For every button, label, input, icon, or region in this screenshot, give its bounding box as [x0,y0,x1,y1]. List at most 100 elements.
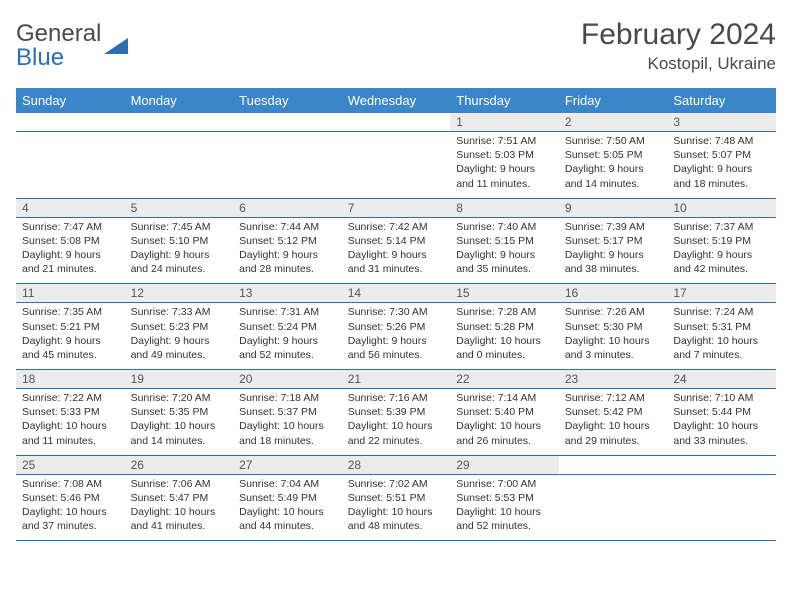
day-cell-info: Sunrise: 7:06 AMSunset: 5:47 PMDaylight:… [125,474,234,541]
day-cell-number: 9 [559,198,668,217]
day-cell-info: Sunrise: 7:22 AMSunset: 5:33 PMDaylight:… [16,389,125,456]
week-daynum-row: 2526272829.. [16,455,776,474]
day-cell-number: 27 [233,455,342,474]
day-cell-info: Sunrise: 7:30 AMSunset: 5:26 PMDaylight:… [342,303,451,370]
day-number: 13 [233,284,342,302]
day-info: Sunrise: 7:06 AMSunset: 5:47 PMDaylight:… [125,475,234,541]
day-cell-info: Sunrise: 7:45 AMSunset: 5:10 PMDaylight:… [125,217,234,284]
week-info-row: Sunrise: 7:22 AMSunset: 5:33 PMDaylight:… [16,389,776,456]
day-cell-info: Sunrise: 7:33 AMSunset: 5:23 PMDaylight:… [125,303,234,370]
day-info: Sunrise: 7:08 AMSunset: 5:46 PMDaylight:… [16,475,125,541]
day-info: Sunrise: 7:16 AMSunset: 5:39 PMDaylight:… [342,389,451,455]
calendar-table: SundayMondayTuesdayWednesdayThursdayFrid… [16,88,776,541]
day-info: Sunrise: 7:47 AMSunset: 5:08 PMDaylight:… [16,218,125,284]
day-number: 26 [125,456,234,474]
day-cell-info: Sunrise: 7:37 AMSunset: 5:19 PMDaylight:… [667,217,776,284]
day-cell-number: 17 [667,284,776,303]
dow-header: Wednesday [342,88,451,113]
day-cell-number: 11 [16,284,125,303]
day-cell-info: . [233,132,342,199]
day-number: 8 [450,199,559,217]
day-info: Sunrise: 7:02 AMSunset: 5:51 PMDaylight:… [342,475,451,541]
week-daynum-row: ....123 [16,113,776,132]
day-cell-info: Sunrise: 7:47 AMSunset: 5:08 PMDaylight:… [16,217,125,284]
day-info: Sunrise: 7:42 AMSunset: 5:14 PMDaylight:… [342,218,451,284]
day-info: Sunrise: 7:33 AMSunset: 5:23 PMDaylight:… [125,303,234,369]
day-cell-info: . [125,132,234,199]
dow-header: Monday [125,88,234,113]
day-info: Sunrise: 7:12 AMSunset: 5:42 PMDaylight:… [559,389,668,455]
day-number: 27 [233,456,342,474]
day-cell-number: 18 [16,370,125,389]
logo-text: General Blue [16,22,101,70]
day-cell-info: . [559,474,668,541]
day-cell-number: 29 [450,455,559,474]
day-cell-number: 3 [667,113,776,132]
day-info: Sunrise: 7:00 AMSunset: 5:53 PMDaylight:… [450,475,559,541]
day-number: 2 [559,113,668,131]
day-number: 16 [559,284,668,302]
week-info-row: Sunrise: 7:47 AMSunset: 5:08 PMDaylight:… [16,217,776,284]
day-cell-number: 5 [125,198,234,217]
day-cell-number: 28 [342,455,451,474]
day-cell-info: Sunrise: 7:40 AMSunset: 5:15 PMDaylight:… [450,217,559,284]
day-number: 14 [342,284,451,302]
day-cell-number: 26 [125,455,234,474]
day-cell-number: 19 [125,370,234,389]
dow-header: Tuesday [233,88,342,113]
day-cell-info: Sunrise: 7:48 AMSunset: 5:07 PMDaylight:… [667,132,776,199]
day-cell-number: 7 [342,198,451,217]
day-info: Sunrise: 7:18 AMSunset: 5:37 PMDaylight:… [233,389,342,455]
day-cell-info: Sunrise: 7:14 AMSunset: 5:40 PMDaylight:… [450,389,559,456]
day-number: 12 [125,284,234,302]
day-number: 5 [125,199,234,217]
day-cell-info: Sunrise: 7:28 AMSunset: 5:28 PMDaylight:… [450,303,559,370]
week-daynum-row: 18192021222324 [16,370,776,389]
day-info: Sunrise: 7:50 AMSunset: 5:05 PMDaylight:… [559,132,668,198]
day-number: 1 [450,113,559,131]
day-info: Sunrise: 7:04 AMSunset: 5:49 PMDaylight:… [233,475,342,541]
day-cell-number: . [125,113,234,132]
day-number: 25 [16,456,125,474]
day-cell-number: . [342,113,451,132]
logo-triangle-icon [104,36,130,56]
dow-header: Saturday [667,88,776,113]
day-number: 28 [342,456,451,474]
day-cell-number: . [667,455,776,474]
week-daynum-row: 45678910 [16,198,776,217]
day-cell-info: Sunrise: 7:50 AMSunset: 5:05 PMDaylight:… [559,132,668,199]
day-cell-info: Sunrise: 7:18 AMSunset: 5:37 PMDaylight:… [233,389,342,456]
day-info: Sunrise: 7:10 AMSunset: 5:44 PMDaylight:… [667,389,776,455]
day-number: 10 [667,199,776,217]
day-cell-number: 6 [233,198,342,217]
day-cell-number: 22 [450,370,559,389]
day-cell-info: Sunrise: 7:12 AMSunset: 5:42 PMDaylight:… [559,389,668,456]
day-info: Sunrise: 7:37 AMSunset: 5:19 PMDaylight:… [667,218,776,284]
week-info-row: ....Sunrise: 7:51 AMSunset: 5:03 PMDayli… [16,132,776,199]
day-cell-number: 20 [233,370,342,389]
calendar-thead: SundayMondayTuesdayWednesdayThursdayFrid… [16,88,776,113]
day-info: Sunrise: 7:28 AMSunset: 5:28 PMDaylight:… [450,303,559,369]
day-cell-info: Sunrise: 7:44 AMSunset: 5:12 PMDaylight:… [233,217,342,284]
day-cell-info: Sunrise: 7:24 AMSunset: 5:31 PMDaylight:… [667,303,776,370]
day-cell-number: 21 [342,370,451,389]
day-cell-number: . [233,113,342,132]
day-cell-number: 14 [342,284,451,303]
day-info: Sunrise: 7:22 AMSunset: 5:33 PMDaylight:… [16,389,125,455]
day-cell-info: . [16,132,125,199]
day-cell-info: . [667,474,776,541]
day-info: Sunrise: 7:14 AMSunset: 5:40 PMDaylight:… [450,389,559,455]
logo: General Blue [16,18,130,70]
day-cell-info: Sunrise: 7:20 AMSunset: 5:35 PMDaylight:… [125,389,234,456]
day-cell-number: 12 [125,284,234,303]
day-cell-number: 25 [16,455,125,474]
day-number: 24 [667,370,776,388]
day-info: Sunrise: 7:31 AMSunset: 5:24 PMDaylight:… [233,303,342,369]
day-number: 17 [667,284,776,302]
day-cell-info: Sunrise: 7:42 AMSunset: 5:14 PMDaylight:… [342,217,451,284]
day-cell-number: 8 [450,198,559,217]
day-cell-number: 23 [559,370,668,389]
day-number: 21 [342,370,451,388]
day-number: 20 [233,370,342,388]
day-number: 29 [450,456,559,474]
